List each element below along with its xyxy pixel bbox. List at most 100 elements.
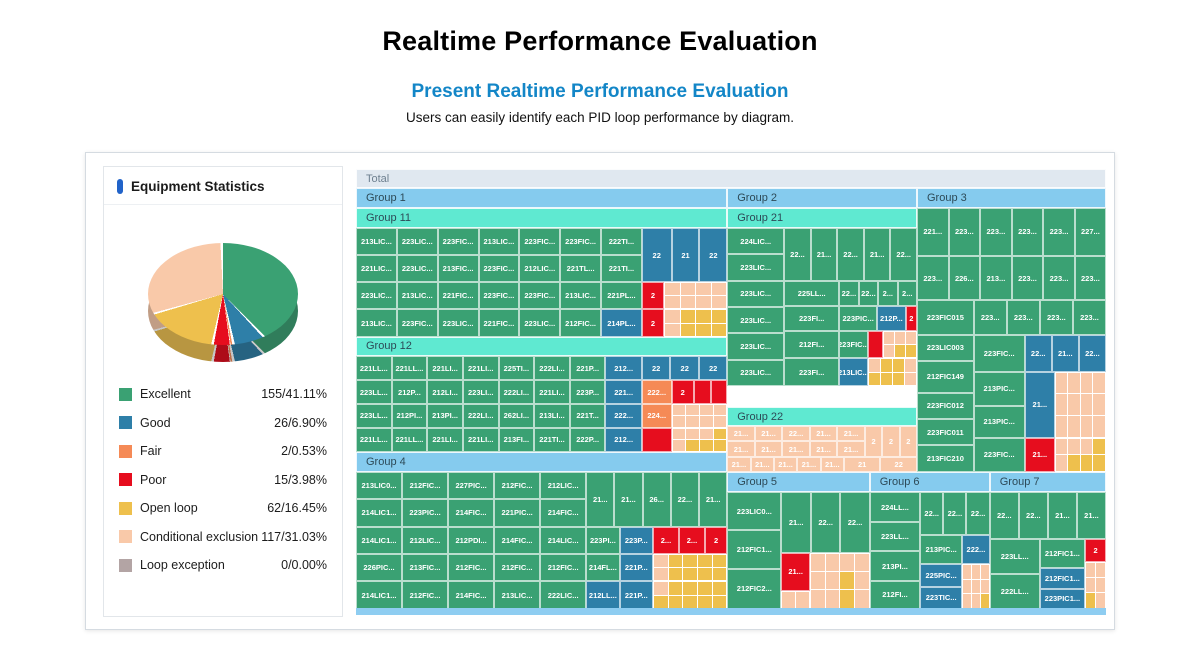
treemap-tile-222LI[interactable]: 222LI... <box>462 404 499 428</box>
treemap-tile-223LIC[interactable]: 223LIC... <box>396 255 438 283</box>
mosaic-cell[interactable] <box>980 565 989 579</box>
treemap-tile-223FIC015[interactable]: 223FIC015 <box>917 300 974 335</box>
treemap-group-header-group-21[interactable]: Group 21 <box>727 208 917 228</box>
treemap-tile-22[interactable]: 22 <box>699 227 728 283</box>
mosaic-cell[interactable] <box>840 572 855 590</box>
treemap-tile-21[interactable]: 21... <box>727 426 755 442</box>
mosaic-cell[interactable] <box>980 594 989 608</box>
mosaic-cell[interactable] <box>1080 394 1093 415</box>
mosaic-cell[interactable] <box>668 568 683 581</box>
treemap-tile-223P[interactable]: 223P... <box>619 526 653 554</box>
mosaic-cell[interactable] <box>782 592 796 608</box>
treemap-mosaic-tiles[interactable] <box>671 404 728 428</box>
treemap-group-header-group-7[interactable]: Group 7 <box>989 471 1106 492</box>
treemap-tile-213LIC[interactable]: 213LIC... <box>839 358 868 387</box>
mosaic-cell[interactable] <box>810 553 825 571</box>
mosaic-cell[interactable] <box>810 572 825 590</box>
treemap-tile-223[interactable]: 223... <box>1043 208 1075 256</box>
mosaic-cell[interactable] <box>840 553 855 571</box>
mosaic-cell[interactable] <box>1068 455 1080 471</box>
treemap-group-header-group-11[interactable]: Group 11 <box>356 208 728 228</box>
mosaic-cell[interactable] <box>654 595 668 608</box>
mosaic-cell[interactable] <box>963 594 971 608</box>
pie-chart-3d[interactable] <box>138 243 308 379</box>
mosaic-cell[interactable] <box>696 323 711 336</box>
treemap-tile-21[interactable]: 21... <box>809 441 838 457</box>
treemap-tile-212LL[interactable]: 212LL... <box>586 581 620 609</box>
treemap-tile-223FIC[interactable]: 223FIC... <box>839 331 868 359</box>
treemap-tile-221T[interactable]: 221T... <box>569 404 606 428</box>
treemap-tile-221TL[interactable]: 221TL... <box>560 255 602 283</box>
treemap-tile-223FI[interactable]: 223FI... <box>784 358 840 387</box>
treemap-tile-223FIC[interactable]: 223FIC... <box>519 282 561 310</box>
mosaic-cell[interactable] <box>972 594 980 608</box>
mosaic-cell[interactable] <box>712 554 727 568</box>
mosaic-cell[interactable] <box>713 416 727 427</box>
treemap-tile-221LL[interactable]: 221LL... <box>356 356 392 381</box>
treemap-tile-223FI[interactable]: 223FI... <box>784 305 840 332</box>
treemap-group-header-group-6[interactable]: Group 6 <box>869 471 990 492</box>
mosaic-cell[interactable] <box>680 283 696 296</box>
treemap-tile-22[interactable]: 22 <box>699 356 728 381</box>
treemap-tile-21[interactable]: 21 <box>843 456 881 472</box>
mosaic-cell[interactable] <box>1055 394 1068 415</box>
treemap-tile-213LIC[interactable]: 213LIC... <box>396 282 438 310</box>
treemap-tile-213FIC[interactable]: 213FIC... <box>437 255 479 283</box>
treemap-tile-2[interactable]: 2 <box>641 282 665 310</box>
mosaic-cell[interactable] <box>699 428 713 440</box>
treemap-mosaic-tiles[interactable] <box>1054 437 1106 472</box>
treemap-tile-223LI[interactable]: 223LI... <box>462 380 499 405</box>
treemap-tile-223FIC[interactable]: 223FIC... <box>396 309 438 337</box>
treemap-tile-222LI[interactable]: 222LI... <box>498 380 535 405</box>
mosaic-cell[interactable] <box>713 405 727 416</box>
mosaic-cell[interactable] <box>892 372 904 386</box>
treemap-tile-214FIC[interactable]: 214FIC... <box>540 499 587 527</box>
treemap-tile-214FIC[interactable]: 214FIC... <box>448 581 495 609</box>
mosaic-cell[interactable] <box>1055 438 1068 455</box>
mosaic-cell[interactable] <box>1096 562 1105 578</box>
mosaic-cell[interactable] <box>1055 415 1068 437</box>
mosaic-cell[interactable] <box>1093 415 1105 437</box>
treemap-tile-223LIC[interactable]: 223LIC... <box>727 333 785 360</box>
mosaic-cell[interactable] <box>825 553 840 571</box>
mosaic-cell[interactable] <box>686 440 699 451</box>
treemap-tile-212FIC[interactable]: 212FIC... <box>540 553 587 582</box>
treemap-tile-212FIC1[interactable]: 212FIC1... <box>1039 567 1086 589</box>
treemap-tile[interactable] <box>641 427 672 452</box>
treemap-tile[interactable] <box>710 380 728 405</box>
mosaic-cell[interactable] <box>696 296 711 309</box>
treemap-tile-2[interactable]: 2... <box>653 526 679 554</box>
treemap-tile-2[interactable]: 2 <box>899 426 917 457</box>
treemap-tile-223LIC[interactable]: 223LIC... <box>519 309 561 337</box>
legend-item-good[interactable]: Good 26/6.90% <box>119 416 327 430</box>
treemap-tile-212PDI[interactable]: 212PDI... <box>448 526 495 554</box>
treemap-tile-214FIC[interactable]: 214FIC... <box>494 526 541 554</box>
treemap-tile-226[interactable]: 226... <box>948 255 981 301</box>
mosaic-cell[interactable] <box>713 428 727 440</box>
legend-item-excellent[interactable]: Excellent 155/41.11% <box>119 387 327 401</box>
mosaic-cell[interactable] <box>712 595 727 608</box>
treemap-tile-227PIC[interactable]: 227PIC... <box>448 471 495 500</box>
treemap-tile-22[interactable]: 22... <box>858 280 879 306</box>
treemap-tile-21[interactable]: 21... <box>863 227 891 281</box>
treemap-tile-212FIC1[interactable]: 212FIC1... <box>727 530 782 569</box>
treemap-tile-223[interactable]: 223... <box>1043 255 1075 301</box>
mosaic-cell[interactable] <box>825 572 840 590</box>
treemap-tile-221P[interactable]: 221P... <box>619 553 653 582</box>
mosaic-cell[interactable] <box>904 359 916 372</box>
treemap-tile-221PIC[interactable]: 221PIC... <box>494 499 541 527</box>
treemap-tile-212FI[interactable]: 212FI... <box>784 331 840 359</box>
treemap-tile-22[interactable]: 22... <box>670 471 700 527</box>
treemap-tile-22[interactable]: 22... <box>784 227 811 281</box>
treemap-tile-21[interactable]: 21... <box>781 552 810 592</box>
treemap-tile-221LI[interactable]: 221LI... <box>427 356 463 381</box>
treemap-mosaic-tiles[interactable] <box>1054 371 1106 438</box>
mosaic-cell[interactable] <box>1080 438 1093 455</box>
mosaic-cell[interactable] <box>696 283 711 296</box>
treemap-tile-212P[interactable]: 212P... <box>391 380 428 405</box>
treemap-tile-212FIC[interactable]: 212FIC... <box>494 553 541 582</box>
mosaic-cell[interactable] <box>686 405 699 416</box>
treemap-tile-223PI[interactable]: 223PI... <box>586 526 620 554</box>
treemap-mosaic-tiles[interactable] <box>962 564 990 609</box>
treemap-tile-22[interactable]: 22... <box>989 491 1019 539</box>
